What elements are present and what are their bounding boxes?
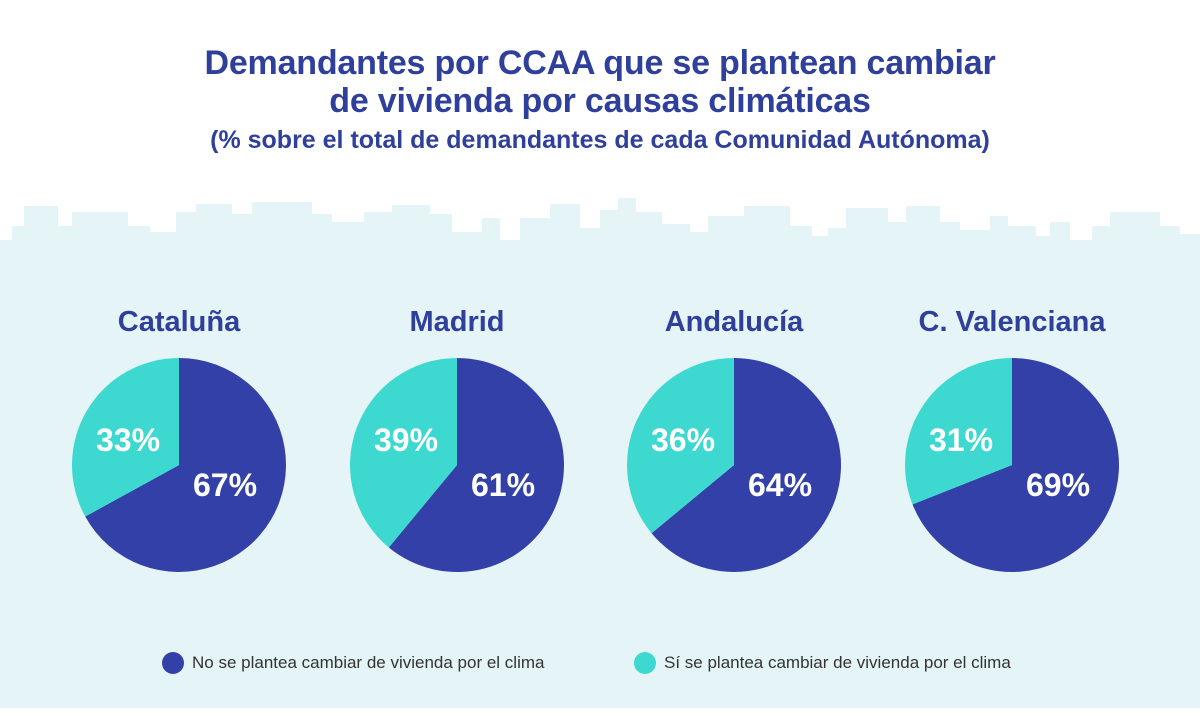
legend-swatch-si [634, 652, 656, 674]
pie-slice-no-madrid [388, 358, 564, 572]
legend-swatch-no [162, 652, 184, 674]
pie-slice-si-c-valenciana [904, 358, 1012, 505]
region-title-andalucia: Andalucía [664, 306, 804, 338]
data-label-no-andalucia: 64% [748, 467, 812, 503]
region-title-c-valenciana: C. Valenciana [918, 306, 1106, 338]
data-label-si-c-valenciana: 31% [929, 422, 993, 458]
pie-slice-si-andalucia [626, 358, 734, 534]
legend: No se plantea cambiar de vivienda por el… [0, 648, 1200, 678]
pie-slice-no-andalucia [651, 358, 841, 572]
data-label-si-cataluna: 33% [96, 422, 160, 458]
data-label-no-cataluna: 67% [193, 467, 257, 503]
pie-slice-si-madrid [349, 357, 457, 548]
legend-item-no: No se plantea cambiar de vivienda por el… [162, 648, 544, 678]
chart-title-block: Demandantes por CCAA que se plantean cam… [0, 44, 1200, 156]
legend-item-si: Sí se plantea cambiar de vivienda por el… [634, 648, 1011, 678]
chart-title-line-1: Demandantes por CCAA que se plantean cam… [204, 44, 996, 82]
chart-subtitle: (% sobre el total de demandantes de cada… [210, 126, 990, 154]
data-label-si-andalucia: 36% [651, 422, 715, 458]
data-label-no-madrid: 61% [471, 467, 535, 503]
data-label-si-madrid: 39% [374, 422, 438, 458]
legend-label-no: No se plantea cambiar de vivienda por el… [192, 653, 545, 672]
region-title-cataluna: Cataluña [117, 306, 241, 338]
pie-slice-si-cataluna [71, 358, 179, 517]
skyline-shape [0, 198, 1200, 708]
region-title-madrid: Madrid [409, 306, 505, 338]
pie-slice-no-c-valenciana [912, 358, 1119, 572]
pie-slice-no-cataluna [85, 358, 286, 572]
chart-title-line-2: de vivienda por causas climáticas [329, 82, 871, 120]
legend-label-si: Sí se plantea cambiar de vivienda por el… [664, 653, 1011, 672]
data-label-no-c-valenciana: 69% [1026, 467, 1090, 503]
